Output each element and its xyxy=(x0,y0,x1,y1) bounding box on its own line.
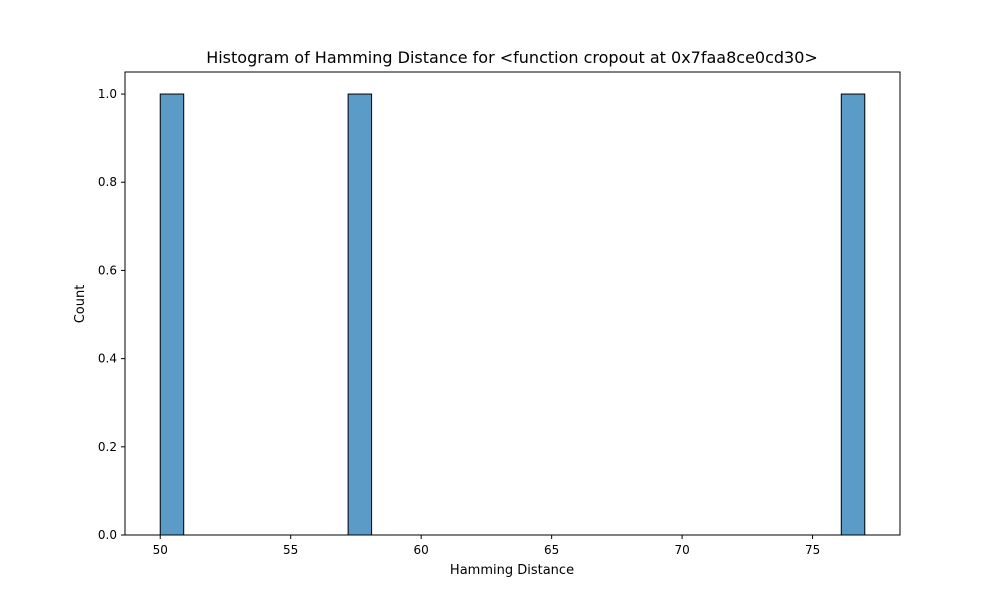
y-tick-label-4: 0.8 xyxy=(98,175,117,189)
x-axis-ticks: 50 55 60 65 70 75 xyxy=(153,535,820,557)
plot-area-frame xyxy=(124,71,901,536)
y-axis-label: Count xyxy=(73,285,88,324)
y-tick-label-0: 0.0 xyxy=(98,528,117,542)
x-tick-label-4: 70 xyxy=(674,543,689,557)
histogram-bar-0 xyxy=(159,93,185,536)
y-tick-label-1: 0.2 xyxy=(98,440,117,454)
x-tick-label-0: 50 xyxy=(153,543,168,557)
y-tick-label-2: 0.4 xyxy=(98,352,117,366)
x-tick-label-3: 65 xyxy=(544,543,559,557)
x-axis-label: Hamming Distance xyxy=(450,563,574,578)
histogram-bar-2 xyxy=(840,93,866,536)
histogram-bar-1 xyxy=(347,93,373,536)
y-tick-label-5: 1.0 xyxy=(98,87,117,101)
x-tick-label-2: 60 xyxy=(414,543,429,557)
y-axis-ticks: 0.0 0.2 0.4 0.6 0.8 1.0 xyxy=(98,87,125,542)
x-tick-label-1: 55 xyxy=(283,543,298,557)
bars-group xyxy=(159,93,866,536)
y-tick-label-3: 0.6 xyxy=(98,263,117,277)
x-tick-label-5: 75 xyxy=(805,543,820,557)
chart-title: Histogram of Hamming Distance for <funct… xyxy=(206,48,818,67)
